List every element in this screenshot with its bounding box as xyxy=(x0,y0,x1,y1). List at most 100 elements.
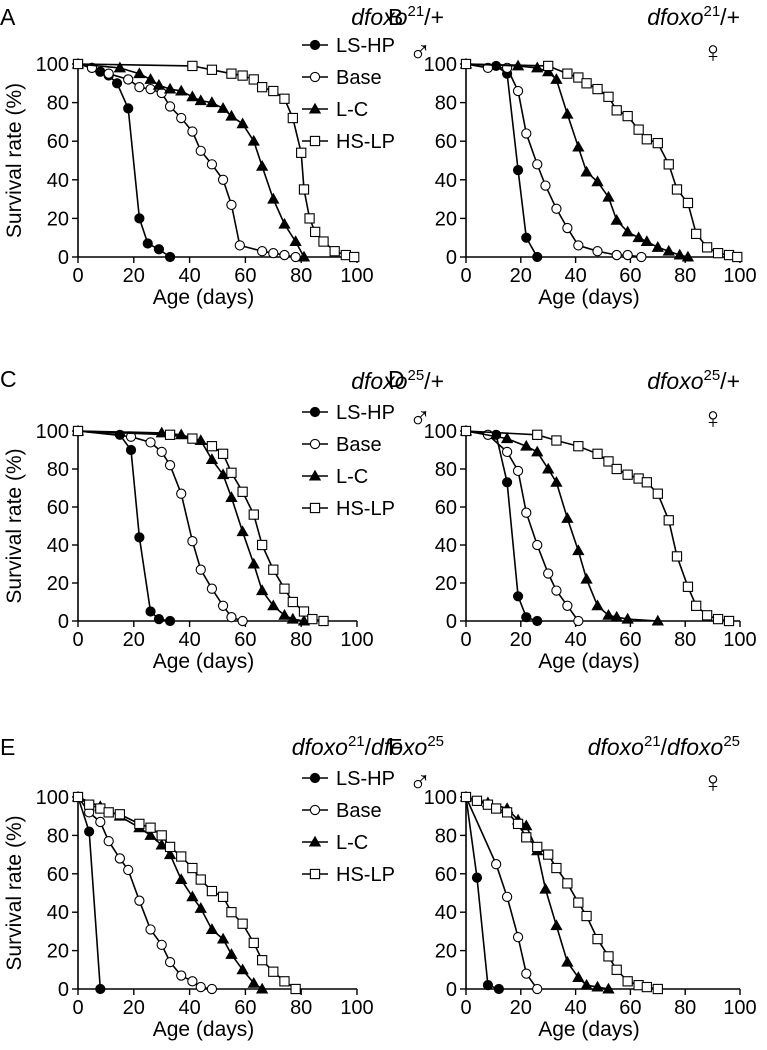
y-tick-label: 100 xyxy=(36,421,69,443)
series-l-c xyxy=(71,57,311,262)
data-point xyxy=(123,74,134,85)
data-point xyxy=(255,982,269,994)
legend-marker xyxy=(309,39,321,51)
data-point xyxy=(152,78,166,90)
data-point xyxy=(611,964,622,975)
data-point xyxy=(561,955,574,967)
data-point xyxy=(278,217,291,229)
data-point xyxy=(247,134,260,146)
data-point xyxy=(551,435,562,446)
data-point xyxy=(145,924,156,935)
y-tick-label: 80 xyxy=(435,93,457,115)
legend: LS-HP Base L-C HS-LP xyxy=(302,768,395,886)
y-tick-label: 40 xyxy=(435,902,457,924)
genotype-part: 25 xyxy=(723,733,740,750)
data-point xyxy=(216,102,230,113)
data-point xyxy=(134,82,145,93)
data-point xyxy=(134,213,145,224)
data-point xyxy=(318,236,329,247)
x-tick-label: 80 xyxy=(674,629,696,651)
data-point xyxy=(652,488,663,499)
genotype-label: dfoxo21/dfoxo25 xyxy=(588,733,740,760)
data-point xyxy=(591,175,604,187)
y-tick-label: 80 xyxy=(47,93,69,115)
data-point xyxy=(521,612,532,623)
sex-symbol: ♂ xyxy=(409,402,432,435)
data-point xyxy=(460,425,472,437)
x-tick-label: 40 xyxy=(178,629,200,651)
data-point xyxy=(682,197,694,209)
data-point xyxy=(641,477,652,488)
x-tick-label: 20 xyxy=(510,997,532,1019)
panel-b: B 0 20 40 60 80 100 0 20 40 60 80 100 Age (days) dfoxo… xyxy=(388,3,757,309)
data-point xyxy=(205,453,219,464)
data-point xyxy=(622,976,633,987)
data-point xyxy=(572,971,585,982)
series-line xyxy=(465,796,609,990)
data-point xyxy=(633,124,644,135)
x-tick-label: 20 xyxy=(510,629,532,651)
y-axis-label: Survival rate (%) xyxy=(3,83,26,238)
data-point xyxy=(247,976,260,988)
data-point xyxy=(663,159,674,170)
x-tick-label: 60 xyxy=(234,265,256,287)
data-point xyxy=(72,791,84,803)
data-point xyxy=(460,58,472,70)
panel-e: E 0 20 40 60 80 100 0 20 40 60 80 100 Age (days) Survi… xyxy=(0,733,444,1041)
data-point xyxy=(543,849,554,860)
data-point xyxy=(482,980,494,991)
data-point xyxy=(279,249,290,261)
panel-c: C 0 20 40 60 80 100 0 20 40 60 80 100 Age (days) Survi… xyxy=(0,366,444,673)
x-tick-label: 100 xyxy=(723,265,756,287)
series-base xyxy=(460,58,647,263)
data-point xyxy=(72,58,84,70)
x-tick-label: 100 xyxy=(723,997,756,1019)
panel-letter: A xyxy=(0,4,16,30)
data-point xyxy=(217,600,229,611)
legend-entry: Base xyxy=(336,67,382,89)
data-point xyxy=(268,564,279,575)
data-point xyxy=(114,853,125,864)
x-tick-label: 60 xyxy=(619,997,641,1019)
series-l-c xyxy=(459,790,615,994)
data-point xyxy=(551,862,562,874)
legend-entry: HS-LP xyxy=(336,498,395,520)
data-point xyxy=(256,246,268,257)
legend-entry: LS-HP xyxy=(336,768,395,790)
data-point xyxy=(176,970,187,981)
y-tick-label: 20 xyxy=(47,573,69,595)
data-point xyxy=(521,128,532,139)
x-axis-label: Age (days) xyxy=(538,1018,640,1041)
data-point xyxy=(268,966,279,977)
x-tick-label: 0 xyxy=(460,265,471,287)
data-point xyxy=(111,78,123,89)
data-point xyxy=(550,476,563,487)
x-tick-label: 0 xyxy=(460,997,471,1019)
data-point xyxy=(572,544,585,556)
data-point xyxy=(164,956,176,968)
data-point xyxy=(297,614,311,626)
y-tick-label: 100 xyxy=(36,54,69,76)
data-point xyxy=(681,250,695,262)
data-point xyxy=(671,184,683,195)
data-point xyxy=(268,247,279,259)
data-point xyxy=(114,809,125,820)
data-point xyxy=(610,214,623,225)
x-tick-label: 80 xyxy=(674,265,696,287)
series-ls-hp xyxy=(460,425,543,627)
data-point xyxy=(542,462,555,474)
data-point xyxy=(532,429,543,440)
genotype-part: dfoxo xyxy=(292,734,348,760)
data-point xyxy=(610,610,623,622)
data-point xyxy=(226,199,237,211)
data-point xyxy=(580,572,593,584)
data-point xyxy=(622,469,633,480)
genotype-part: dfoxo xyxy=(351,368,407,394)
data-point xyxy=(113,61,127,73)
data-point xyxy=(164,841,176,853)
series-hs-lp xyxy=(72,791,301,995)
data-point xyxy=(502,477,513,488)
genotype-label: dfoxo25/+ xyxy=(351,367,444,394)
data-point xyxy=(632,231,645,243)
data-point xyxy=(216,468,230,480)
